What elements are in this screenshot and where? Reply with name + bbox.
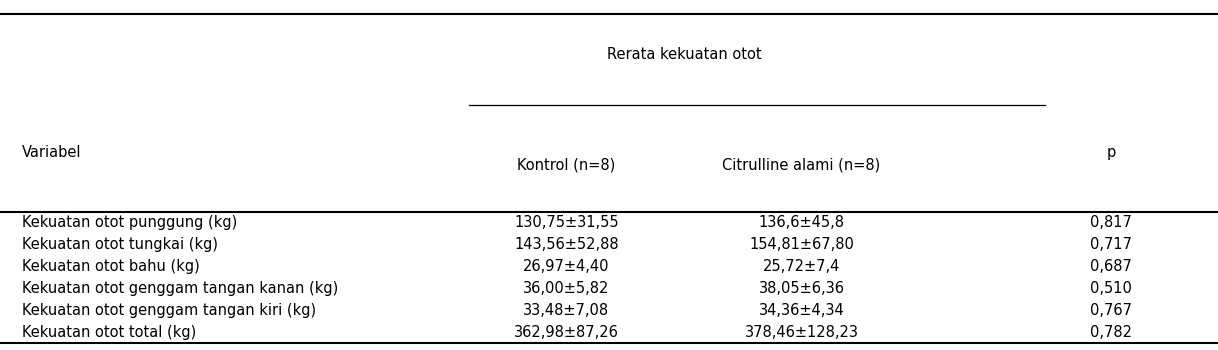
Text: Rerata kekuatan otot: Rerata kekuatan otot — [608, 47, 761, 62]
Text: Kekuatan otot genggam tangan kiri (kg): Kekuatan otot genggam tangan kiri (kg) — [22, 303, 315, 318]
Text: p: p — [1106, 145, 1116, 160]
Text: Kekuatan otot punggung (kg): Kekuatan otot punggung (kg) — [22, 215, 238, 230]
Text: 362,98±87,26: 362,98±87,26 — [514, 324, 619, 339]
Text: 143,56±52,88: 143,56±52,88 — [514, 237, 619, 252]
Text: 26,97±4,40: 26,97±4,40 — [523, 259, 610, 274]
Text: Citrulline alami (n=8): Citrulline alami (n=8) — [722, 157, 881, 172]
Text: 130,75±31,55: 130,75±31,55 — [514, 215, 619, 230]
Text: Variabel: Variabel — [22, 145, 82, 160]
Text: 33,48±7,08: 33,48±7,08 — [524, 303, 609, 318]
Text: 0,782: 0,782 — [1090, 324, 1132, 339]
Text: Kekuatan otot tungkai (kg): Kekuatan otot tungkai (kg) — [22, 237, 218, 252]
Text: Kontrol (n=8): Kontrol (n=8) — [518, 157, 615, 172]
Text: 0,687: 0,687 — [1090, 259, 1132, 274]
Text: 0,767: 0,767 — [1090, 303, 1132, 318]
Text: Kekuatan otot bahu (kg): Kekuatan otot bahu (kg) — [22, 259, 200, 274]
Text: 0,717: 0,717 — [1090, 237, 1132, 252]
Text: 36,00±5,82: 36,00±5,82 — [524, 281, 609, 296]
Text: 136,6±45,8: 136,6±45,8 — [759, 215, 844, 230]
Text: 34,36±4,34: 34,36±4,34 — [759, 303, 844, 318]
Text: 0,510: 0,510 — [1090, 281, 1132, 296]
Text: 154,81±67,80: 154,81±67,80 — [749, 237, 854, 252]
Text: Kekuatan otot total (kg): Kekuatan otot total (kg) — [22, 324, 196, 339]
Text: 38,05±6,36: 38,05±6,36 — [759, 281, 844, 296]
Text: 25,72±7,4: 25,72±7,4 — [762, 259, 840, 274]
Text: 0,817: 0,817 — [1090, 215, 1132, 230]
Text: 378,46±128,23: 378,46±128,23 — [744, 324, 859, 339]
Text: Kekuatan otot genggam tangan kanan (kg): Kekuatan otot genggam tangan kanan (kg) — [22, 281, 339, 296]
